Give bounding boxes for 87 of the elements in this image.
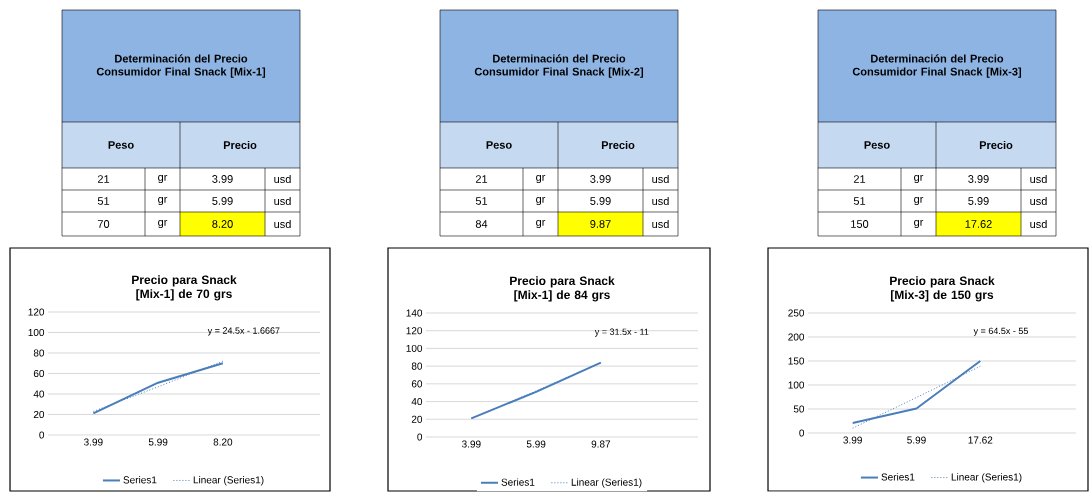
x-tick-label: 3.99	[83, 438, 103, 446]
y-tick-label: 60	[33, 369, 45, 378]
text: 21	[97, 175, 110, 183]
text: 51	[853, 197, 866, 205]
text: usd	[652, 219, 669, 229]
y-tick-label: 100	[788, 381, 805, 389]
text: Determinación del Precio Consumidor Final Snack [Mix-3]	[852, 54, 1022, 78]
x-tick-label: 17.62	[968, 436, 993, 444]
category-label: Peso	[486, 141, 512, 149]
y-tick-label: 20	[411, 415, 423, 423]
y-tick-label: 80	[411, 362, 423, 370]
y-tick-label: 60	[411, 380, 423, 388]
legend-label: Linear (Series1)	[951, 473, 1022, 483]
x-tick-label: 5.99	[907, 436, 926, 444]
text: 51	[97, 197, 110, 205]
text: 150	[851, 220, 869, 228]
y-tick-label: 20	[33, 410, 45, 419]
text: Determinación del Precio Consumidor Final Snack [Mix-1]	[96, 54, 266, 78]
text: usd	[1030, 196, 1047, 206]
legend-label: Series1	[123, 476, 157, 484]
y-tick-label: 200	[788, 333, 805, 341]
text: usd	[274, 219, 291, 229]
category-label: Precio	[601, 140, 635, 150]
y-tick-label: 120	[406, 327, 423, 335]
y-tick-label: 100	[406, 344, 423, 352]
text: gr	[914, 196, 924, 206]
text: gr	[536, 174, 546, 184]
text: 9.87	[590, 220, 611, 228]
x-tick-label: 9.87	[591, 440, 611, 448]
y-tick-label: 0	[39, 431, 45, 439]
y-tick-label: 100	[28, 328, 45, 337]
text: gr	[536, 219, 546, 229]
chart-title: Precio para Snack [Mix-3] de 150 grs	[890, 276, 995, 302]
annotation: y = 24.5x - 1.6667	[207, 327, 280, 336]
text: 8.20	[212, 220, 233, 228]
text: 21	[853, 175, 866, 183]
text: 5.99	[212, 197, 233, 205]
y-tick-label: 50	[793, 405, 805, 413]
chart-title: Precio para Snack [Mix-1] de 84 grs	[510, 276, 615, 302]
text: usd	[274, 196, 291, 206]
text: 51	[475, 197, 488, 205]
annotation: y = 31.5x - 11	[594, 328, 649, 337]
text: 3.99	[968, 175, 989, 183]
text: 3.99	[590, 175, 611, 183]
category-label: Precio	[979, 140, 1013, 150]
text: usd	[652, 174, 669, 184]
annotation: y = 64.5x - 55	[973, 327, 1028, 336]
y-tick-label: 250	[788, 309, 805, 317]
x-tick-label: 3.99	[843, 436, 862, 444]
x-tick-label: 8.20	[213, 438, 233, 446]
text: 3.99	[212, 175, 233, 183]
x-tick-label: 3.99	[461, 440, 481, 448]
text: 17.62	[965, 220, 992, 228]
category-label: Peso	[864, 141, 890, 149]
text: 21	[475, 175, 488, 183]
text: gr	[914, 174, 924, 184]
x-tick-label: 5.99	[148, 438, 168, 446]
category-label: Peso	[108, 141, 134, 149]
y-tick-label: 0	[799, 429, 805, 437]
text: gr	[536, 196, 546, 206]
text: 5.99	[590, 197, 611, 205]
text: gr	[914, 219, 924, 229]
text: usd	[652, 196, 669, 206]
y-tick-label: 120	[28, 308, 45, 316]
text: 70	[97, 220, 110, 228]
legend-label: Linear (Series1)	[193, 476, 264, 486]
text: 5.99	[968, 197, 989, 205]
y-tick-label: 40	[411, 398, 423, 406]
legend-label: Series1	[881, 473, 915, 481]
y-tick-label: 150	[788, 357, 805, 365]
x-tick-label: 5.99	[526, 440, 546, 448]
y-tick-label: 140	[406, 309, 423, 317]
text: Determinación del Precio Consumidor Final Snack [Mix-2]	[474, 54, 644, 78]
category-label: Precio	[223, 140, 257, 150]
text: gr	[158, 196, 168, 206]
legend-label: Series1	[501, 478, 535, 486]
text: 84	[475, 220, 488, 228]
y-tick-label: 0	[417, 433, 423, 441]
y-tick-label: 80	[33, 349, 45, 357]
text: gr	[158, 174, 168, 184]
y-tick-label: 40	[33, 390, 45, 398]
chart-title: Precio para Snack [Mix-1] de 70 grs	[132, 275, 237, 301]
legend-label: Linear (Series1)	[571, 478, 642, 488]
text: usd	[1030, 219, 1047, 229]
text: usd	[1030, 174, 1047, 184]
text: gr	[158, 219, 168, 229]
text: usd	[274, 174, 291, 184]
